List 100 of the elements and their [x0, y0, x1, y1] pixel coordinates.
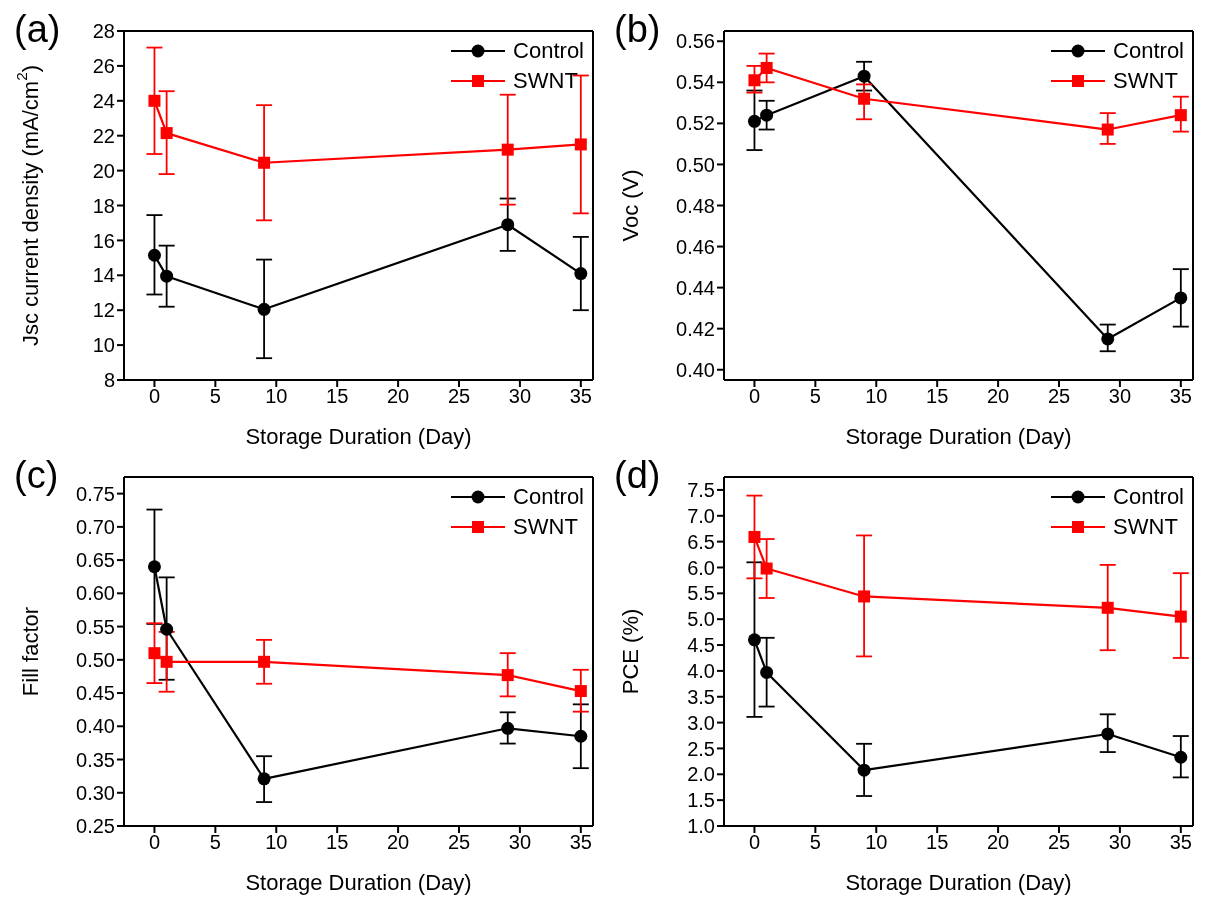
y-tick-label: 0.25	[76, 815, 115, 838]
y-tick-label: 28	[92, 20, 115, 43]
x-tick-label: 35	[569, 385, 592, 408]
y-tick-label: 0.60	[76, 582, 115, 605]
y-tick-label: 0.75	[76, 482, 115, 505]
x-tick-label: 20	[986, 831, 1010, 854]
x-tick-label: 0	[748, 831, 761, 854]
x-axis-title: Storage Duration (Day)	[845, 870, 1072, 895]
point	[258, 156, 271, 169]
x-tick-label: 0	[148, 831, 161, 854]
point	[1174, 109, 1187, 122]
point	[501, 721, 515, 735]
x-tick-label: 10	[265, 831, 288, 854]
y-tick-label: 0.52	[676, 112, 715, 135]
y-tick-label: 0.65	[76, 549, 115, 572]
y-tick-label: 7.0	[687, 504, 715, 527]
x-tick-label: 5	[809, 831, 821, 854]
legend-label: SWNT	[513, 514, 578, 540]
legend-label: Control	[1113, 38, 1184, 64]
point	[257, 302, 271, 316]
point	[748, 74, 761, 87]
point	[747, 114, 761, 128]
point	[147, 248, 161, 262]
y-tick-label: 8	[103, 369, 115, 392]
y-tick-label: 0.55	[76, 615, 115, 638]
legend-label: Control	[513, 38, 584, 64]
point	[1174, 610, 1187, 623]
point	[258, 655, 271, 668]
x-tick-label: 25	[447, 831, 471, 854]
x-tick-label: 25	[1047, 385, 1071, 408]
y-tick-label: 0.35	[76, 748, 115, 771]
legend-label: Control	[1113, 484, 1184, 510]
point	[760, 108, 774, 122]
y-tick-label: 22	[92, 124, 115, 147]
x-axis-title: Storage Duration (Day)	[245, 424, 472, 449]
y-tick-label: 0.30	[76, 781, 115, 804]
chart-title: (a)	[14, 8, 61, 51]
y-tick-label: 4.0	[687, 659, 715, 682]
point	[858, 590, 871, 603]
y-tick-label: 0.42	[676, 317, 715, 340]
y-tick-label: 0.56	[676, 30, 715, 53]
y-tick-label: 1.5	[687, 789, 715, 812]
x-tick-label: 20	[386, 385, 410, 408]
point	[574, 138, 587, 151]
x-tick-label: 15	[326, 831, 349, 854]
y-tick-label: 5.0	[687, 608, 715, 631]
x-tick-label: 30	[508, 385, 532, 408]
y-tick-label: 0.70	[76, 515, 115, 538]
x-tick-label: 35	[569, 831, 592, 854]
y-tick-label: 0.48	[676, 194, 715, 217]
point	[148, 94, 161, 107]
x-tick-label: 20	[386, 831, 410, 854]
x-tick-label: 35	[1169, 831, 1192, 854]
legend-label: SWNT	[1113, 68, 1178, 94]
point	[1101, 332, 1115, 346]
x-axis-title: Storage Duration (Day)	[845, 424, 1072, 449]
y-axis-title: PCE (%)	[617, 608, 643, 695]
y-tick-label: 4.5	[687, 634, 715, 657]
y-tick-label: 0.44	[676, 276, 715, 299]
legend-label: SWNT	[1113, 514, 1178, 540]
x-tick-label: 30	[508, 831, 532, 854]
chart-title: (b)	[614, 8, 661, 51]
point	[760, 562, 773, 575]
x-tick-label: 0	[748, 385, 761, 408]
y-tick-label: 12	[92, 299, 115, 322]
point	[574, 685, 587, 698]
point	[1174, 750, 1188, 764]
x-tick-label: 10	[865, 831, 888, 854]
x-tick-label: 25	[447, 385, 471, 408]
point	[160, 269, 174, 283]
y-tick-label: 0.46	[676, 235, 715, 258]
point	[574, 729, 588, 743]
y-tick-label: 5.5	[687, 582, 715, 605]
point	[747, 633, 761, 647]
y-tick-label: 6.0	[687, 556, 715, 579]
point	[160, 655, 173, 668]
legend-label: Control	[513, 484, 584, 510]
y-tick-label: 26	[92, 55, 115, 77]
y-tick-label: 3.5	[687, 685, 715, 708]
point	[148, 647, 161, 660]
y-tick-label: 0.40	[676, 358, 715, 381]
chart-title: (c)	[14, 454, 59, 497]
y-tick-label: 0.40	[76, 715, 115, 738]
y-tick-label: 0.54	[676, 71, 715, 94]
x-tick-label: 5	[209, 385, 221, 408]
x-tick-label: 30	[1108, 385, 1132, 408]
x-tick-label: 10	[265, 385, 288, 408]
x-tick-label: 35	[1169, 385, 1192, 408]
y-tick-label: 2.0	[687, 763, 715, 786]
x-tick-label: 0	[148, 385, 161, 408]
point	[857, 69, 871, 83]
x-tick-label: 15	[326, 385, 349, 408]
y-tick-label: 16	[92, 229, 115, 252]
point	[1101, 727, 1115, 741]
point	[501, 218, 515, 232]
y-axis-title: Voc (V)	[617, 169, 643, 242]
chart-title: (d)	[614, 454, 661, 497]
point	[501, 669, 514, 682]
y-tick-label: 10	[92, 334, 115, 357]
point	[858, 92, 871, 105]
